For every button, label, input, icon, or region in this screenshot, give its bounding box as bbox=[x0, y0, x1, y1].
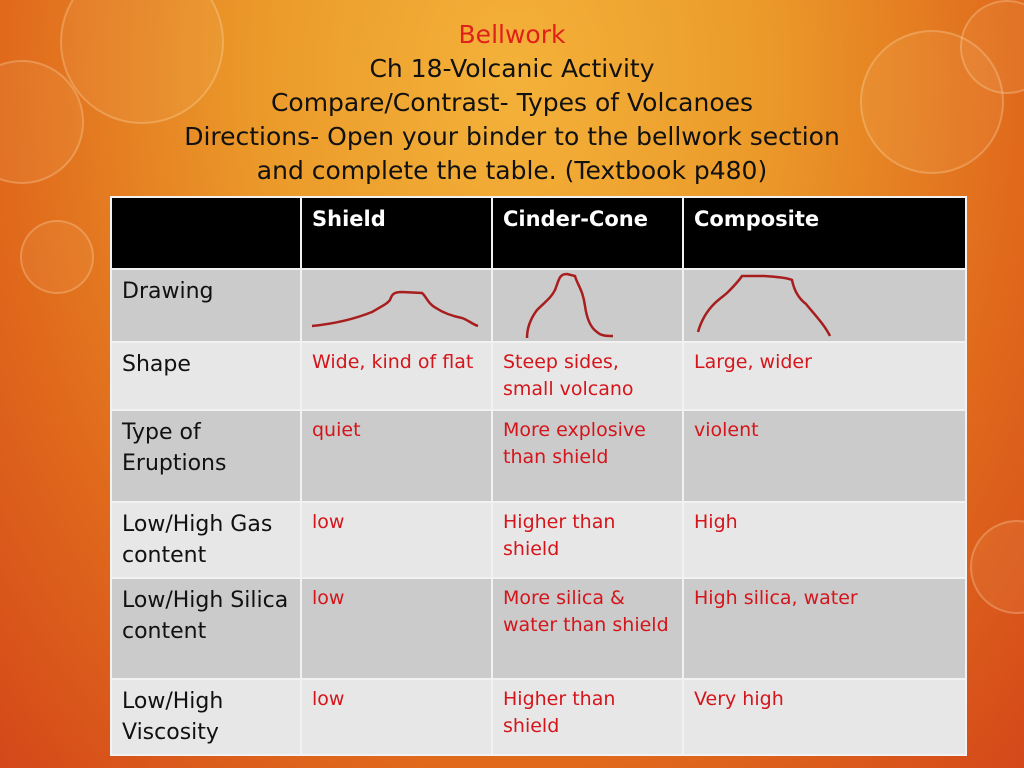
table-row: Low/High Viscosity low Higher than shiel… bbox=[110, 678, 967, 756]
header-composite: Composite bbox=[682, 196, 967, 270]
table-row: Shape Wide, kind of flat Steep sides, sm… bbox=[110, 341, 967, 411]
cell-cinder-cone: Steep sides, small volcano bbox=[491, 341, 684, 411]
title-bellwork: Bellwork bbox=[458, 20, 566, 49]
cell-composite: Very high bbox=[682, 678, 967, 756]
cinder-cone-sketch-icon bbox=[491, 268, 684, 343]
table-row: Type of Eruptions quiet More explosive t… bbox=[110, 409, 967, 503]
title-directions: Directions- Open your binder to the bell… bbox=[184, 122, 840, 151]
composite-volcano-sketch-icon bbox=[682, 268, 967, 343]
cell-composite: Large, wider bbox=[682, 341, 967, 411]
header-cinder-cone: Cinder-Cone bbox=[491, 196, 684, 270]
cell-composite: High silica, water bbox=[682, 577, 967, 680]
table-header-row: Shield Cinder-Cone Composite bbox=[110, 196, 967, 270]
row-label: Drawing bbox=[110, 268, 302, 343]
background-bubble bbox=[970, 520, 1024, 614]
title-topic: Compare/Contrast- Types of Volcanoes bbox=[270, 88, 754, 117]
slide-title: Bellwork Ch 18-Volcanic Activity Compare… bbox=[0, 18, 1024, 188]
background-bubble bbox=[20, 220, 94, 294]
cell-cinder-cone: Higher than shield bbox=[491, 501, 684, 579]
title-chapter: Ch 18-Volcanic Activity bbox=[369, 54, 655, 83]
row-label: Type of Eruptions bbox=[110, 409, 302, 503]
row-label: Low/High Gas content bbox=[110, 501, 302, 579]
row-label: Low/High Silica content bbox=[110, 577, 302, 680]
cell-shield: low bbox=[300, 501, 493, 579]
cell-composite: High bbox=[682, 501, 967, 579]
cell-composite: violent bbox=[682, 409, 967, 503]
cell-cinder-cone: Higher than shield bbox=[491, 678, 684, 756]
cell-shield: low bbox=[300, 678, 493, 756]
row-label: Shape bbox=[110, 341, 302, 411]
header-empty bbox=[110, 196, 302, 270]
table-row: Drawing bbox=[110, 268, 967, 343]
header-shield: Shield bbox=[300, 196, 493, 270]
shield-volcano-sketch-icon bbox=[300, 268, 493, 343]
cell-shield: quiet bbox=[300, 409, 493, 503]
title-directions-cont: and complete the table. (Textbook p480) bbox=[256, 156, 768, 185]
cell-cinder-cone: More silica & water than shield bbox=[491, 577, 684, 680]
table-row: Low/High Silica content low More silica … bbox=[110, 577, 967, 680]
row-label: Low/High Viscosity bbox=[110, 678, 302, 756]
table-row: Low/High Gas content low Higher than shi… bbox=[110, 501, 967, 579]
volcano-comparison-table: Shield Cinder-Cone Composite Drawing Sha… bbox=[110, 196, 967, 756]
cell-cinder-cone: More explosive than shield bbox=[491, 409, 684, 503]
cell-shield: Wide, kind of flat bbox=[300, 341, 493, 411]
cell-shield: low bbox=[300, 577, 493, 680]
